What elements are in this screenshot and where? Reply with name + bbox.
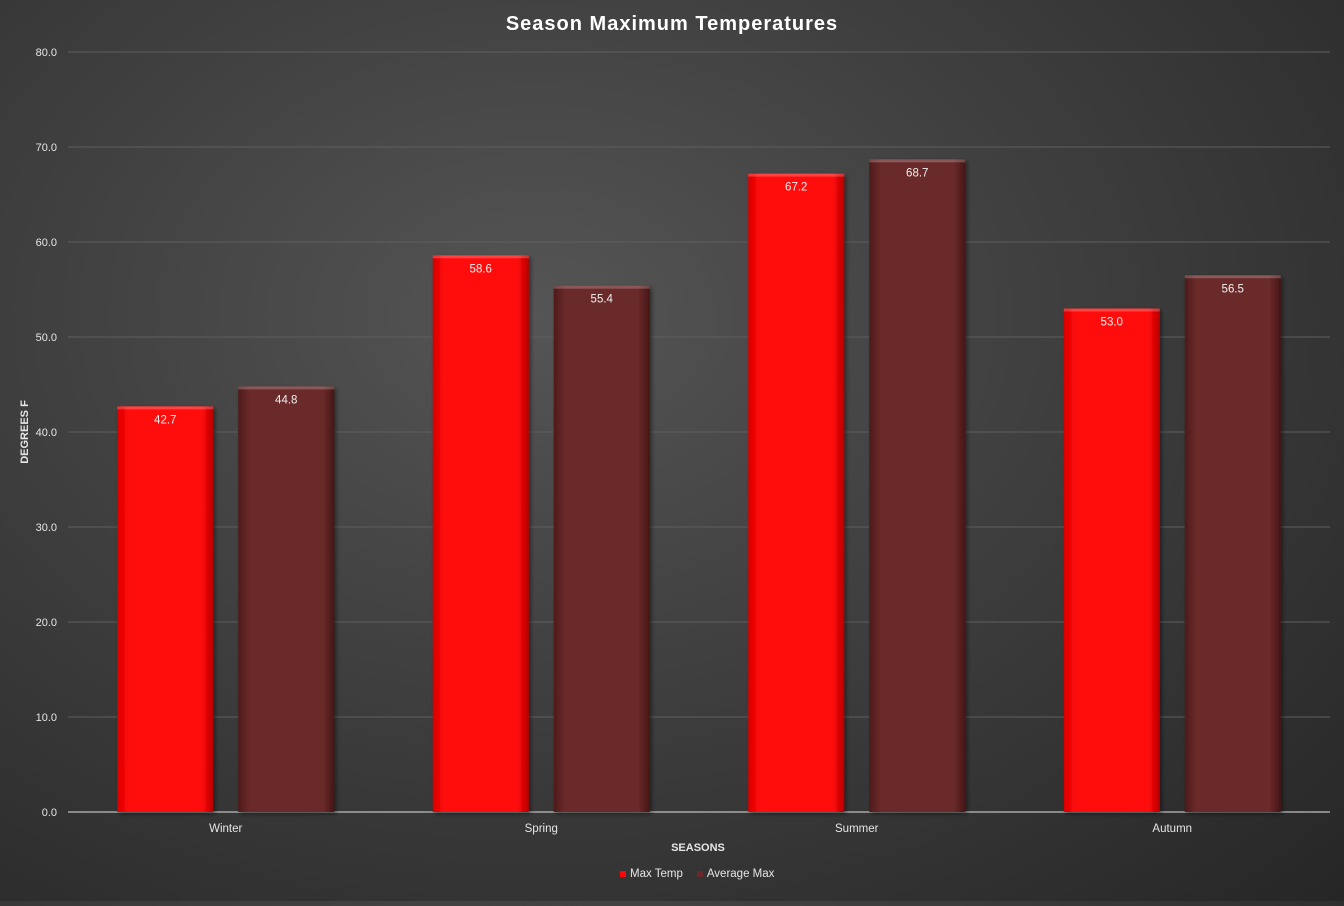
y-axis-title: DEGREES F — [19, 400, 31, 464]
data-label: 44.8 — [275, 394, 297, 406]
y-tick-label: 10.0 — [36, 712, 57, 724]
data-label: 67.2 — [785, 182, 807, 194]
y-tick-label: 80.0 — [36, 47, 57, 59]
bars — [117, 159, 1281, 813]
bar-top-highlight — [1184, 275, 1281, 279]
data-label: 68.7 — [906, 167, 928, 179]
bar-top-highlight — [1063, 308, 1160, 312]
legend-swatch — [696, 871, 703, 877]
bar-spring-max-temp — [432, 255, 529, 813]
y-axis-tick-labels: 0.0 10.0 20.0 30.0 40.0 50.0 60.0 70.0 80.0 — [36, 47, 57, 819]
legend-label: Max Temp — [630, 868, 683, 880]
data-labels: 42.7 44.8 58.6 55.4 67.2 68.7 53.0 56.5 — [154, 167, 1244, 426]
bar-spring-average-max — [553, 285, 650, 812]
data-label: 55.4 — [591, 294, 614, 306]
y-tick-label: 40.0 — [36, 427, 57, 439]
x-axis-category-labels: Winter Spring Summer Autumn — [209, 823, 1192, 835]
x-category-label: Autumn — [1152, 823, 1192, 835]
data-label: 42.7 — [154, 414, 176, 426]
x-category-label: Spring — [525, 823, 558, 835]
data-label: 58.6 — [470, 263, 492, 275]
legend: Max Temp Average Max — [620, 868, 775, 880]
bar-summer-max-temp — [748, 173, 845, 813]
data-label: 53.0 — [1101, 317, 1123, 329]
y-tick-label: 0.0 — [42, 807, 57, 819]
bar-top-highlight — [117, 406, 214, 410]
bar-top-highlight — [432, 255, 529, 259]
legend-label: Average Max — [707, 868, 775, 880]
bar-winter-average-max — [238, 386, 335, 812]
chart-title: Season Maximum Temperatures — [506, 13, 838, 35]
bar-top-highlight — [238, 386, 335, 390]
legend-swatch — [620, 871, 626, 877]
bar-top-highlight — [553, 285, 650, 289]
y-tick-label: 20.0 — [36, 617, 57, 629]
y-tick-label: 60.0 — [36, 237, 57, 249]
bar-winter-max-temp — [117, 406, 214, 812]
bar-autumn-max-temp — [1063, 308, 1160, 812]
x-category-label: Summer — [835, 823, 879, 835]
x-category-label: Winter — [209, 823, 242, 835]
bar-top-highlight — [748, 173, 845, 177]
y-tick-label: 50.0 — [36, 332, 57, 344]
bar-summer-average-max — [869, 159, 966, 813]
bar-top-highlight — [869, 159, 966, 163]
y-tick-label: 30.0 — [36, 522, 57, 534]
y-tick-label: 70.0 — [36, 142, 57, 154]
bar-autumn-average-max — [1184, 275, 1281, 812]
data-label: 56.5 — [1222, 283, 1244, 295]
x-axis-title: SEASONS — [671, 842, 725, 854]
